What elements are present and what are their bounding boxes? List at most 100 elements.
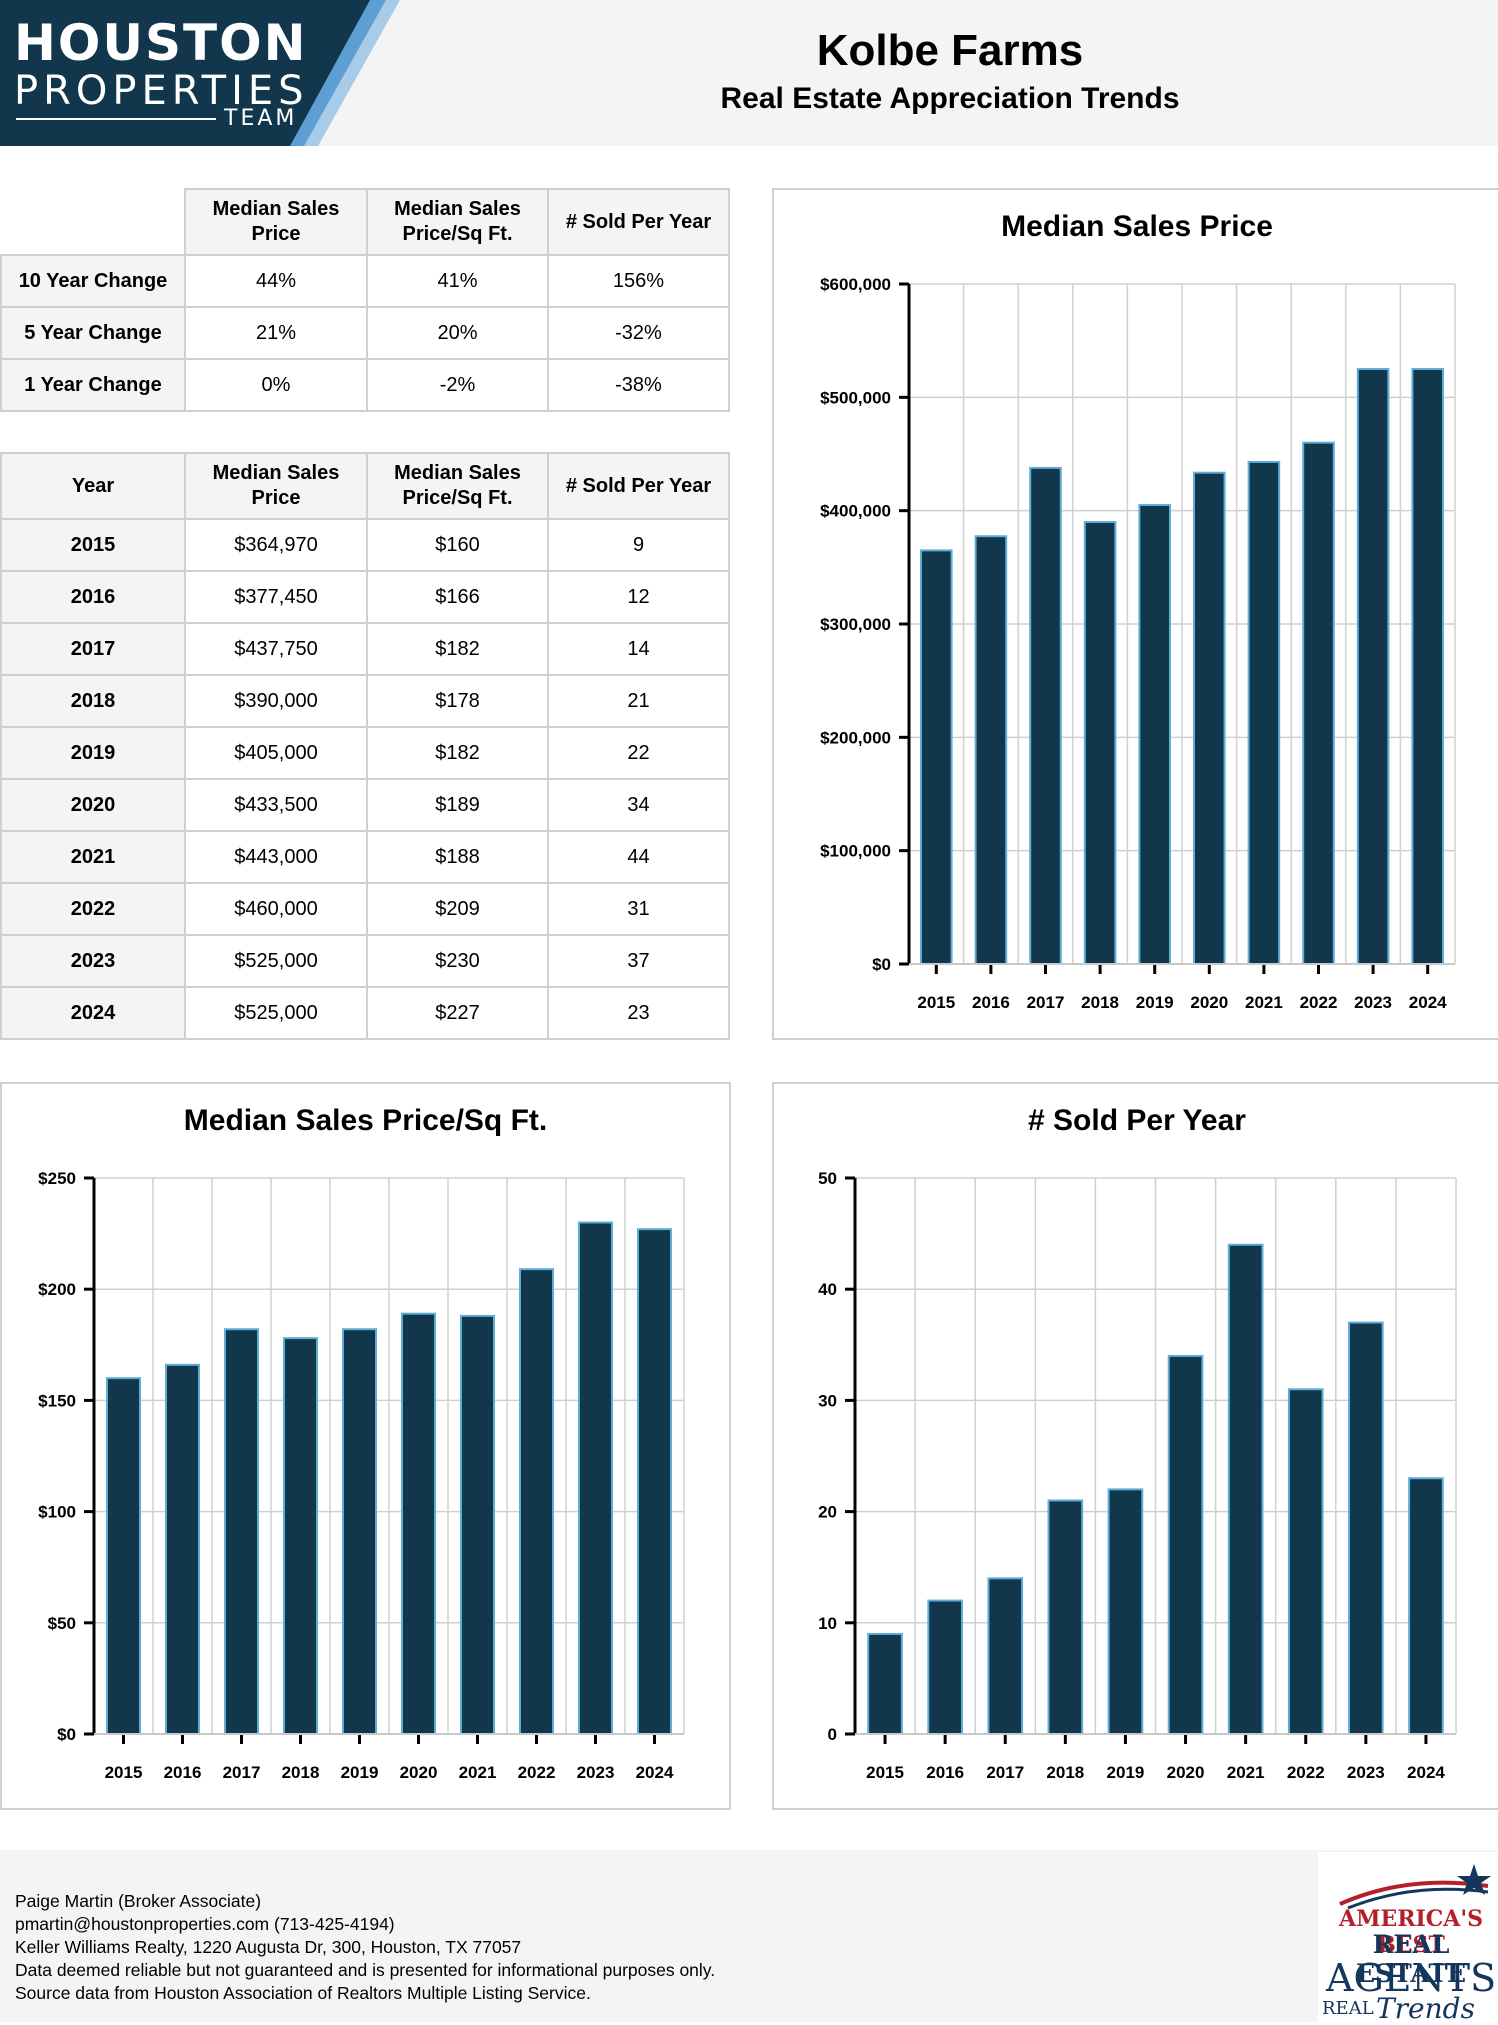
median-price-chart: Median Sales Price $0 $100,000 $200,000 $30… <box>772 188 1498 1040</box>
footer-source: Source data from Houston Association of … <box>15 1983 591 2003</box>
cell-sold: -32% <box>547 306 730 360</box>
bar-2018 <box>282 1337 319 1736</box>
y-tick-label: 0 <box>828 1725 837 1744</box>
bar-2020 <box>400 1312 437 1735</box>
y-tick-label: 30 <box>818 1391 837 1410</box>
footer-agent-name: Paige Martin (Broker Associate) <box>15 1891 262 1911</box>
table-row: 10 Year Change 44% 41% 156% <box>0 254 730 308</box>
cell-price: $437,750 <box>184 622 368 676</box>
col-header-sqft: Median Sales Price/Sq Ft. <box>366 188 549 256</box>
cell-price: $525,000 <box>184 986 368 1040</box>
cell-price: 44% <box>184 254 368 308</box>
x-tick-label: 2018 <box>1046 1763 1084 1782</box>
bar-2024 <box>1411 368 1444 965</box>
y-tick-label: $500,000 <box>820 388 891 407</box>
x-tick-label: 2016 <box>972 993 1010 1012</box>
y-tick-label: $600,000 <box>820 275 891 294</box>
cell-sqft: 41% <box>366 254 549 308</box>
bar-2023 <box>1348 1321 1384 1735</box>
cell-sold: 22 <box>547 726 730 780</box>
cell-price: 21% <box>184 306 368 360</box>
x-tick-label: 2023 <box>1354 993 1392 1012</box>
cell-year: 2021 <box>0 830 186 884</box>
cell-sold: 9 <box>547 518 730 572</box>
bar-2024 <box>1408 1477 1444 1735</box>
table-row: 2019 $405,000 $182 22 <box>0 726 730 780</box>
bar-2018 <box>1083 521 1117 965</box>
row-label: 10 Year Change <box>0 254 186 308</box>
table-row: 2016 $377,450 $166 12 <box>0 570 730 624</box>
cell-sqft: $178 <box>366 674 549 728</box>
col-header-sold: # Sold Per Year <box>547 452 730 520</box>
x-tick-label: 2019 <box>1136 993 1174 1012</box>
footer-email[interactable]: pmartin@houstonproperties.com (713-425-4… <box>15 1914 395 1934</box>
cell-sqft: $188 <box>366 830 549 884</box>
col-header-price: Median Sales Price <box>184 188 368 256</box>
x-tick-label: 2015 <box>105 1763 143 1782</box>
cell-sqft: $230 <box>366 934 549 988</box>
bar-2015 <box>920 549 953 965</box>
cell-year: 2019 <box>0 726 186 780</box>
bar-2022 <box>1302 441 1335 965</box>
badge-line5: Trends <box>1376 1992 1475 2025</box>
x-tick-label: 2015 <box>917 993 955 1012</box>
history-table: Year Median Sales Price Median Sales Pri… <box>0 452 730 1040</box>
page-title: Kolbe Farms <box>816 26 1084 75</box>
cell-price: $377,450 <box>184 570 368 624</box>
y-tick-label: $0 <box>872 955 891 974</box>
y-tick-label: $200 <box>38 1280 76 1299</box>
cell-year: 2024 <box>0 986 186 1040</box>
cell-price: $405,000 <box>184 726 368 780</box>
price-per-sqft-chart: Median Sales Price/Sq Ft. $0 $50 $100 $150 $… <box>0 1082 731 1810</box>
cell-sold: 44 <box>547 830 730 884</box>
chart-title: Median Sales Price <box>1001 210 1273 243</box>
x-tick-label: 2020 <box>1167 1763 1205 1782</box>
x-tick-label: 2022 <box>1287 1763 1325 1782</box>
bar-2017 <box>987 1577 1024 1735</box>
cell-sqft: 20% <box>366 306 549 360</box>
bar-2019 <box>1138 504 1171 965</box>
x-tick-label: 2020 <box>1190 993 1228 1012</box>
median-price-plot: $0 $100,000 $200,000 $300,000 $400,000 $500,0… <box>820 275 1456 1012</box>
cell-price: $525,000 <box>184 934 368 988</box>
x-tick-label: 2016 <box>926 1763 964 1782</box>
cell-sqft: $189 <box>366 778 549 832</box>
cell-sold: 34 <box>547 778 730 832</box>
changes-header-row: Median Sales Price Median Sales Price/Sq… <box>1 188 730 256</box>
cell-year: 2020 <box>0 778 186 832</box>
cell-sqft: $182 <box>366 622 549 676</box>
x-tick-label: 2020 <box>400 1763 438 1782</box>
bar-2020 <box>1167 1354 1204 1735</box>
x-tick-label: 2024 <box>1409 993 1447 1012</box>
bar-2016 <box>974 535 1008 965</box>
table-row: 1 Year Change 0% -2% -38% <box>0 358 730 412</box>
bar-2017 <box>223 1328 260 1735</box>
x-tick-label: 2017 <box>986 1763 1024 1782</box>
x-tick-label: 2022 <box>518 1763 556 1782</box>
x-tick-label: 2021 <box>1245 993 1283 1012</box>
table-row: 2024 $525,000 $227 23 <box>0 986 730 1040</box>
cell-sold: 31 <box>547 882 730 936</box>
sold-per-year-plot: 0 10 20 30 40 50 2015 2016 2017 2018 2019 2020 2021 2… <box>818 1169 1457 1782</box>
badge-line2: REAL ESTATE <box>1355 1930 1467 1988</box>
bar-2024 <box>636 1228 673 1735</box>
table-row: 2017 $437,750 $182 14 <box>0 622 730 676</box>
x-tick-label: 2023 <box>1347 1763 1385 1782</box>
table-row: 2022 $460,000 $209 31 <box>0 882 730 936</box>
cell-sold: 21 <box>547 674 730 728</box>
col-header-sold: # Sold Per Year <box>547 188 730 256</box>
badge-line1: AMERICA'S BEST <box>1339 1906 1483 1958</box>
logo-rule <box>16 118 216 120</box>
bar-2019 <box>341 1328 378 1735</box>
table-row: 2015 $364,970 $160 9 <box>0 518 730 572</box>
x-tick-label: 2023 <box>577 1763 615 1782</box>
bar-2015 <box>867 1632 903 1735</box>
badge-line3: AGENTS <box>1326 1956 1497 2000</box>
x-tick-label: 2019 <box>341 1763 379 1782</box>
logo-line1: HOUSTON <box>14 14 308 72</box>
cell-year: 2017 <box>0 622 186 676</box>
y-tick-label: 20 <box>818 1503 837 1522</box>
bar-2018 <box>1047 1499 1084 1736</box>
y-tick-label: 10 <box>818 1614 837 1633</box>
changes-corner <box>1 189 186 256</box>
